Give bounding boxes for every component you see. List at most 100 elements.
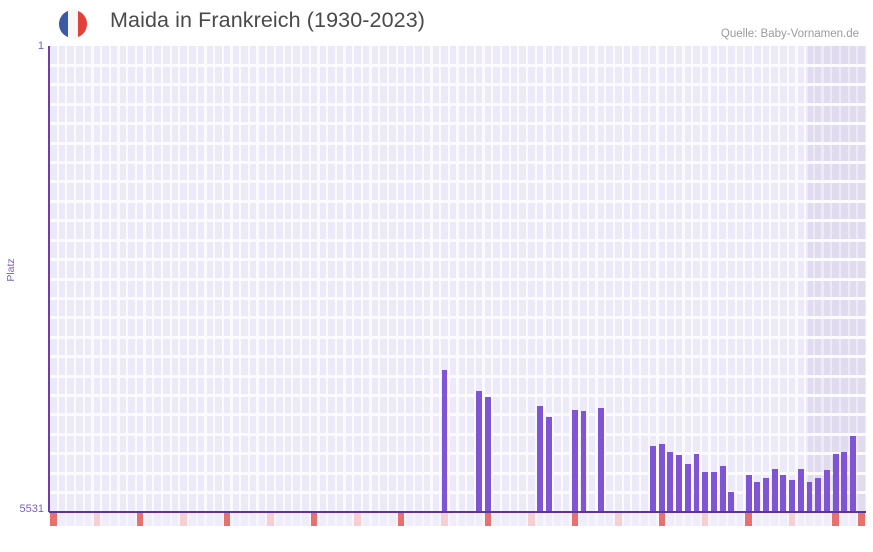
tick-strip-cell bbox=[519, 513, 526, 526]
decade-marker bbox=[50, 513, 57, 526]
bar[interactable] bbox=[702, 472, 709, 512]
bar[interactable] bbox=[745, 475, 752, 512]
bar[interactable] bbox=[676, 454, 683, 512]
grid-line-horizontal bbox=[49, 296, 866, 300]
tick-strip-cell bbox=[362, 513, 370, 526]
tick-strip-cell bbox=[250, 513, 257, 526]
tick-strip-cell bbox=[232, 513, 240, 526]
half-decade-marker bbox=[701, 513, 709, 526]
tick-strip-cell bbox=[632, 513, 639, 526]
bar[interactable] bbox=[693, 453, 700, 512]
grid-line-horizontal bbox=[49, 491, 866, 495]
bar[interactable] bbox=[780, 474, 787, 512]
tick-strip-cell bbox=[423, 513, 431, 526]
bar[interactable] bbox=[763, 477, 769, 512]
grid-line-horizontal bbox=[49, 63, 866, 67]
tick-strip-cell bbox=[849, 513, 857, 526]
bar[interactable] bbox=[684, 464, 691, 512]
bar[interactable] bbox=[597, 408, 604, 512]
bar[interactable] bbox=[832, 454, 839, 512]
grid-line-horizontal bbox=[49, 374, 866, 378]
bar[interactable] bbox=[441, 370, 448, 512]
tick-strip-cell bbox=[58, 513, 66, 526]
bar[interactable] bbox=[537, 405, 543, 512]
bar[interactable] bbox=[806, 481, 813, 512]
tick-strip-cell bbox=[406, 513, 413, 526]
tick-strip-cell bbox=[215, 513, 222, 526]
tick-strip-cell bbox=[336, 513, 344, 526]
tick-strip-cell bbox=[128, 513, 135, 526]
decade-marker bbox=[310, 513, 318, 526]
bar[interactable] bbox=[815, 478, 822, 512]
bar[interactable] bbox=[823, 470, 830, 512]
decade-marker bbox=[571, 513, 579, 526]
bar[interactable] bbox=[850, 435, 856, 512]
chart-header: Maida in Frankreich (1930-2023) Quelle: … bbox=[0, 0, 873, 46]
bar[interactable] bbox=[771, 468, 778, 512]
grid-line-horizontal bbox=[49, 83, 866, 87]
tick-strip-cell bbox=[284, 513, 292, 526]
tick-strip-cell bbox=[102, 513, 109, 526]
tick-strip-cell bbox=[458, 513, 466, 526]
decade-marker bbox=[745, 513, 752, 526]
grid-line-horizontal bbox=[49, 432, 866, 436]
tick-strip-cell bbox=[606, 513, 613, 526]
bar[interactable] bbox=[667, 451, 674, 512]
bar[interactable] bbox=[658, 443, 665, 512]
decade-marker bbox=[484, 513, 492, 526]
grid-line-horizontal bbox=[49, 335, 866, 339]
tick-strip-cell bbox=[145, 513, 153, 526]
tick-strip-cell bbox=[241, 513, 248, 526]
decade-marker bbox=[137, 513, 144, 526]
grid-line-horizontal bbox=[49, 122, 866, 126]
grid-line-horizontal bbox=[49, 180, 866, 184]
tick-strip-cell bbox=[67, 513, 74, 526]
tick-strip-cell bbox=[719, 513, 726, 526]
y-axis-line bbox=[48, 46, 50, 512]
tick-strip-cell bbox=[823, 513, 831, 526]
tick-strip-cell bbox=[771, 513, 778, 526]
half-decade-marker bbox=[180, 513, 187, 526]
tick-strip-cell bbox=[588, 513, 596, 526]
decade-marker bbox=[858, 513, 865, 526]
bar[interactable] bbox=[484, 397, 491, 512]
x-axis-marker-strip bbox=[49, 513, 866, 526]
half-decade-marker bbox=[267, 513, 274, 526]
half-decade-marker bbox=[354, 513, 361, 526]
source-attribution: Quelle: Baby-Vornamen.de bbox=[720, 28, 859, 40]
tick-strip-cell bbox=[380, 513, 387, 526]
bar[interactable] bbox=[719, 465, 726, 512]
tick-strip-cell bbox=[623, 513, 631, 526]
bar[interactable] bbox=[476, 391, 483, 512]
bar[interactable] bbox=[797, 468, 804, 512]
tick-strip-cell bbox=[554, 513, 561, 526]
tick-strip-cell bbox=[736, 513, 744, 526]
tick-strip-cell bbox=[780, 513, 787, 526]
bar[interactable] bbox=[841, 452, 848, 512]
tick-strip-cell bbox=[389, 513, 396, 526]
grid-line-horizontal bbox=[49, 161, 866, 164]
tick-strip-cell bbox=[171, 513, 179, 526]
bar[interactable] bbox=[580, 411, 587, 512]
bar[interactable] bbox=[650, 446, 656, 512]
bar[interactable] bbox=[571, 409, 578, 512]
grid-line-horizontal bbox=[49, 316, 866, 320]
half-decade-marker bbox=[528, 513, 535, 526]
half-decade-marker bbox=[441, 513, 448, 526]
bar[interactable] bbox=[728, 491, 735, 512]
grid-line-horizontal bbox=[49, 413, 866, 417]
tick-strip-cell bbox=[510, 513, 518, 526]
bar[interactable] bbox=[710, 472, 717, 512]
tick-strip-cell bbox=[163, 513, 170, 526]
bar[interactable] bbox=[545, 417, 552, 512]
grid-line-horizontal bbox=[49, 102, 866, 106]
bar[interactable] bbox=[789, 479, 796, 512]
x-axis-line bbox=[49, 511, 866, 513]
tick-strip-cell bbox=[597, 513, 605, 526]
tick-strip-cell bbox=[276, 513, 283, 526]
tick-strip-cell bbox=[502, 513, 509, 526]
bar[interactable] bbox=[754, 481, 761, 512]
decade-marker bbox=[223, 513, 231, 526]
grid-line-horizontal bbox=[49, 452, 866, 456]
